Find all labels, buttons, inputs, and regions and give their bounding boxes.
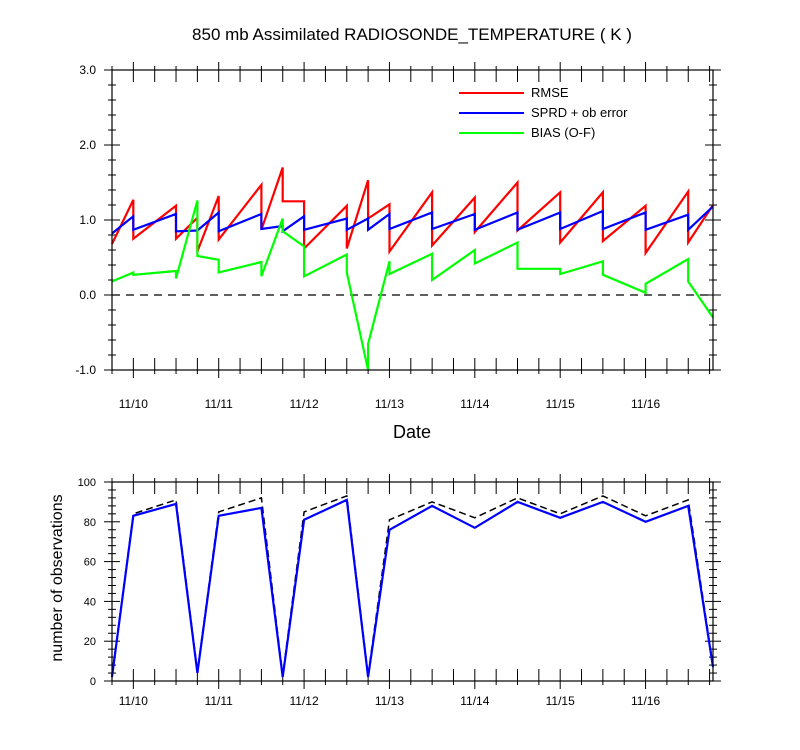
y-tick-label: 0.0 [79,288,96,302]
y-tick-label: 40 [84,596,96,608]
series-line-possible [111,494,714,676]
x-tick-label: 11/16 [631,694,660,708]
series-line-sprd-ob-error [111,205,714,235]
x-tick-label: 11/14 [460,694,489,708]
top-x-tick-labels: 11/10 11/11 11/12 11/13 11/14 11/15 11/16 [119,397,661,411]
top-series-group [111,167,714,371]
x-tick-label: 11/13 [375,397,404,411]
y-tick-label: 80 [84,517,96,529]
legend-label-rmse: RMSE [531,85,569,100]
y-tick-label: 1.0 [79,213,96,227]
bottom-x-tick-labels: 11/10 11/11 11/12 11/13 11/14 11/15 11/16 [119,694,661,708]
chart-title: 850 mb Assimilated RADIOSONDE_TEMPERATUR… [192,25,632,44]
x-axis-label: Date [393,422,431,442]
bottom-y-tick-labels: 0 20 40 60 80 100 [78,477,96,688]
top-plot: -1.00.01.02.03.0 11/10 11/11 11/12 11/13 11/… [75,62,721,442]
y-axis-label-observations: number of observations [49,494,66,661]
x-tick-label: 11/13 [375,694,404,708]
x-tick-label: 11/14 [460,397,489,411]
x-tick-label: 11/11 [205,397,234,411]
x-tick-label: 11/12 [290,694,319,708]
legend-label-bias: BIAS (O-F) [531,125,595,140]
top-plot-frame [111,69,714,371]
y-tick-label: 2.0 [79,138,96,152]
series-line-bias-o-f [111,200,714,371]
x-tick-label: 11/16 [631,397,660,411]
top-y-tick-labels: -1.0 0.0 1.0 2.0 3.0 [75,63,96,377]
x-tick-label: 11/10 [119,397,148,411]
bottom-plot-frame [111,481,714,682]
y-tick-label: 60 [84,557,96,569]
series-line-used [110,498,715,678]
bottom-series-group [110,494,715,678]
x-tick-label: 11/12 [290,397,319,411]
x-tick-label: 11/11 [205,694,234,708]
legend-label-sprd: SPRD + ob error [531,105,628,120]
y-tick-label: 0 [90,676,96,688]
x-tick-label: 11/15 [546,397,575,411]
x-tick-label: 11/10 [119,694,148,708]
y-tick-label: -1.0 [75,363,96,377]
bottom-axis-ticks [104,474,721,689]
legend: RMSE SPRD + ob error BIAS (O-F) [459,85,628,140]
y-tick-label: 100 [78,477,96,489]
x-tick-label: 11/15 [546,694,575,708]
y-tick-label: 3.0 [79,63,96,77]
y-tick-label: 20 [84,636,96,648]
series-line-rmse [111,167,714,257]
